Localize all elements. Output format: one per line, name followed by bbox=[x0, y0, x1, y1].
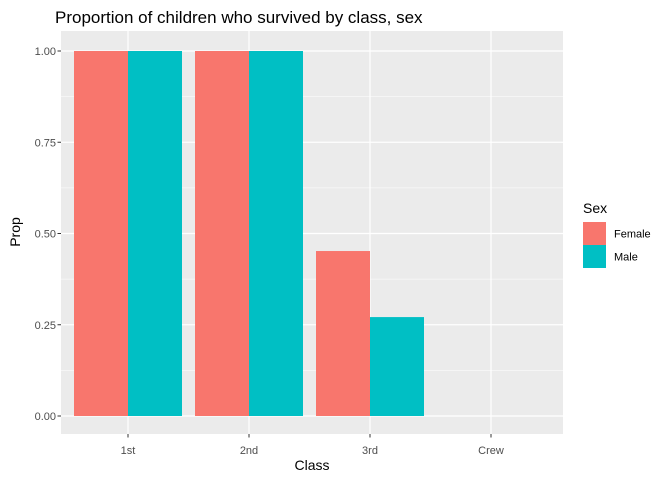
bar-female-3rd bbox=[316, 251, 370, 416]
legend-label-female: Female bbox=[614, 229, 651, 241]
y-tick-label: 0.50 bbox=[35, 229, 56, 241]
y-tick-label: 0.75 bbox=[35, 137, 56, 149]
x-axis-ticks: 1st 2nd 3rd Crew bbox=[121, 434, 504, 457]
x-axis-title: Class bbox=[294, 457, 329, 473]
y-tick-label: 1.00 bbox=[35, 46, 56, 58]
legend-key-female bbox=[583, 222, 606, 245]
x-tick-label: 3rd bbox=[362, 445, 378, 457]
bars bbox=[74, 51, 424, 416]
x-tick-label: 1st bbox=[121, 445, 136, 457]
y-tick-label: 0.00 bbox=[35, 411, 56, 423]
x-tick-label: 2nd bbox=[240, 445, 258, 457]
bar-male-3rd bbox=[370, 317, 424, 416]
legend-title: Sex bbox=[583, 200, 607, 216]
bar-female-1st bbox=[74, 51, 128, 416]
chart-title: Proportion of children who survived by c… bbox=[55, 8, 423, 27]
x-tick-label: Crew bbox=[478, 445, 504, 457]
y-tick-label: 0.25 bbox=[35, 320, 56, 332]
y-axis-ticks: 0.00 0.25 0.50 0.75 1.00 bbox=[35, 46, 61, 423]
bar-female-2nd bbox=[195, 51, 249, 416]
legend-label-male: Male bbox=[614, 252, 638, 264]
legend: Sex Female Male bbox=[583, 200, 651, 268]
bar-male-1st bbox=[128, 51, 182, 416]
legend-key-male bbox=[583, 245, 606, 268]
bar-male-2nd bbox=[249, 51, 303, 416]
y-axis-title: Prop bbox=[7, 217, 23, 247]
